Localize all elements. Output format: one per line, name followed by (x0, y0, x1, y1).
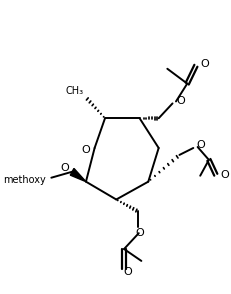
Text: O: O (220, 170, 229, 180)
Text: O: O (60, 163, 69, 173)
Text: O: O (123, 267, 132, 277)
Text: O: O (177, 96, 185, 106)
Text: O: O (197, 140, 206, 150)
Text: CH₃: CH₃ (66, 86, 84, 96)
Text: methoxy: methoxy (3, 175, 46, 185)
Polygon shape (70, 168, 86, 182)
Text: O: O (200, 59, 209, 69)
Text: O: O (82, 145, 90, 155)
Text: O: O (135, 228, 144, 238)
